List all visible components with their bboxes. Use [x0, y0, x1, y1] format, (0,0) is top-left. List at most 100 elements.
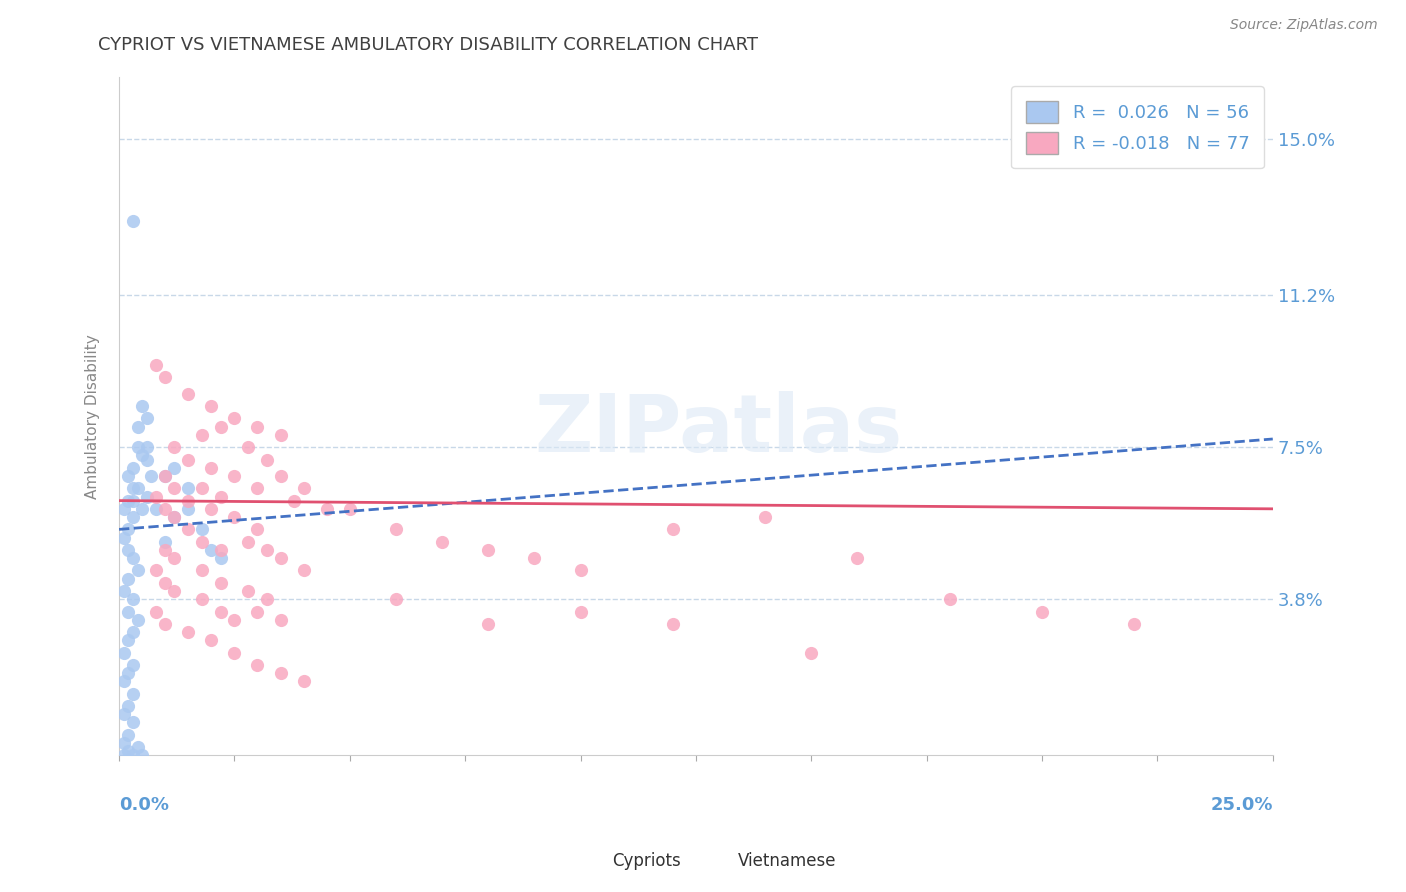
Point — [112, 531, 135, 545]
Point — [145, 564, 167, 578]
Point — [238, 584, 260, 599]
Point — [477, 616, 499, 631]
Point — [127, 481, 149, 495]
Point — [270, 469, 292, 483]
Point — [153, 469, 176, 483]
Point — [200, 633, 222, 648]
Point — [122, 460, 145, 475]
Y-axis label: Ambulatory Disability: Ambulatory Disability — [86, 334, 100, 499]
Point — [292, 481, 315, 495]
Point — [117, 728, 139, 742]
Point — [122, 214, 145, 228]
Point — [569, 605, 592, 619]
Point — [163, 510, 186, 524]
Point — [112, 646, 135, 660]
Point — [127, 564, 149, 578]
Point — [256, 543, 278, 558]
Point — [177, 522, 200, 536]
Point — [177, 386, 200, 401]
Point — [153, 534, 176, 549]
Point — [117, 469, 139, 483]
Point — [209, 575, 232, 590]
Point — [117, 666, 139, 681]
Point — [135, 490, 157, 504]
Point — [127, 419, 149, 434]
Point — [477, 543, 499, 558]
Point — [131, 399, 153, 413]
Point — [153, 370, 176, 384]
Point — [177, 481, 200, 495]
Point — [209, 490, 232, 504]
Point — [292, 564, 315, 578]
Point — [292, 674, 315, 689]
Point — [209, 543, 232, 558]
Point — [145, 501, 167, 516]
Point — [122, 493, 145, 508]
Point — [131, 501, 153, 516]
Point — [117, 543, 139, 558]
Point — [191, 592, 214, 607]
Point — [117, 699, 139, 714]
Point — [938, 592, 960, 607]
Point — [200, 460, 222, 475]
Point — [523, 551, 546, 566]
Point — [238, 534, 260, 549]
Point — [117, 522, 139, 536]
Text: 25.0%: 25.0% — [1211, 796, 1272, 814]
Point — [191, 481, 214, 495]
Point — [163, 551, 186, 566]
Point — [224, 469, 246, 483]
Point — [135, 440, 157, 454]
Point — [200, 543, 222, 558]
Point — [145, 605, 167, 619]
Point — [224, 411, 246, 425]
Point — [191, 564, 214, 578]
Point — [191, 534, 214, 549]
Point — [224, 510, 246, 524]
Point — [191, 522, 214, 536]
Legend: R =  0.026   N = 56, R = -0.018   N = 77: R = 0.026 N = 56, R = -0.018 N = 77 — [1011, 87, 1264, 169]
Point — [112, 736, 135, 750]
Point — [153, 616, 176, 631]
Point — [385, 592, 408, 607]
Point — [122, 481, 145, 495]
Point — [122, 592, 145, 607]
Point — [246, 481, 269, 495]
Point — [800, 646, 823, 660]
Point — [256, 452, 278, 467]
Point — [163, 510, 186, 524]
Point — [246, 522, 269, 536]
Point — [238, 440, 260, 454]
Point — [135, 452, 157, 467]
Point — [117, 493, 139, 508]
Point — [270, 613, 292, 627]
Point — [127, 613, 149, 627]
Point — [246, 419, 269, 434]
Point — [177, 493, 200, 508]
Point — [177, 625, 200, 640]
Point — [1031, 605, 1053, 619]
Point — [662, 522, 685, 536]
Point — [177, 501, 200, 516]
Point — [385, 522, 408, 536]
Point — [145, 358, 167, 372]
Text: ZIPatlas: ZIPatlas — [534, 391, 903, 469]
Point — [163, 584, 186, 599]
Text: 0.0%: 0.0% — [120, 796, 169, 814]
Point — [122, 551, 145, 566]
Point — [153, 575, 176, 590]
Point — [122, 625, 145, 640]
Point — [163, 460, 186, 475]
Text: CYPRIOT VS VIETNAMESE AMBULATORY DISABILITY CORRELATION CHART: CYPRIOT VS VIETNAMESE AMBULATORY DISABIL… — [98, 36, 758, 54]
Point — [200, 399, 222, 413]
Point — [200, 501, 222, 516]
Point — [224, 613, 246, 627]
Point — [153, 543, 176, 558]
Point — [270, 428, 292, 442]
Point — [141, 469, 163, 483]
Point — [430, 534, 453, 549]
Point — [131, 748, 153, 763]
Point — [117, 605, 139, 619]
Point — [246, 657, 269, 672]
Point — [315, 501, 337, 516]
